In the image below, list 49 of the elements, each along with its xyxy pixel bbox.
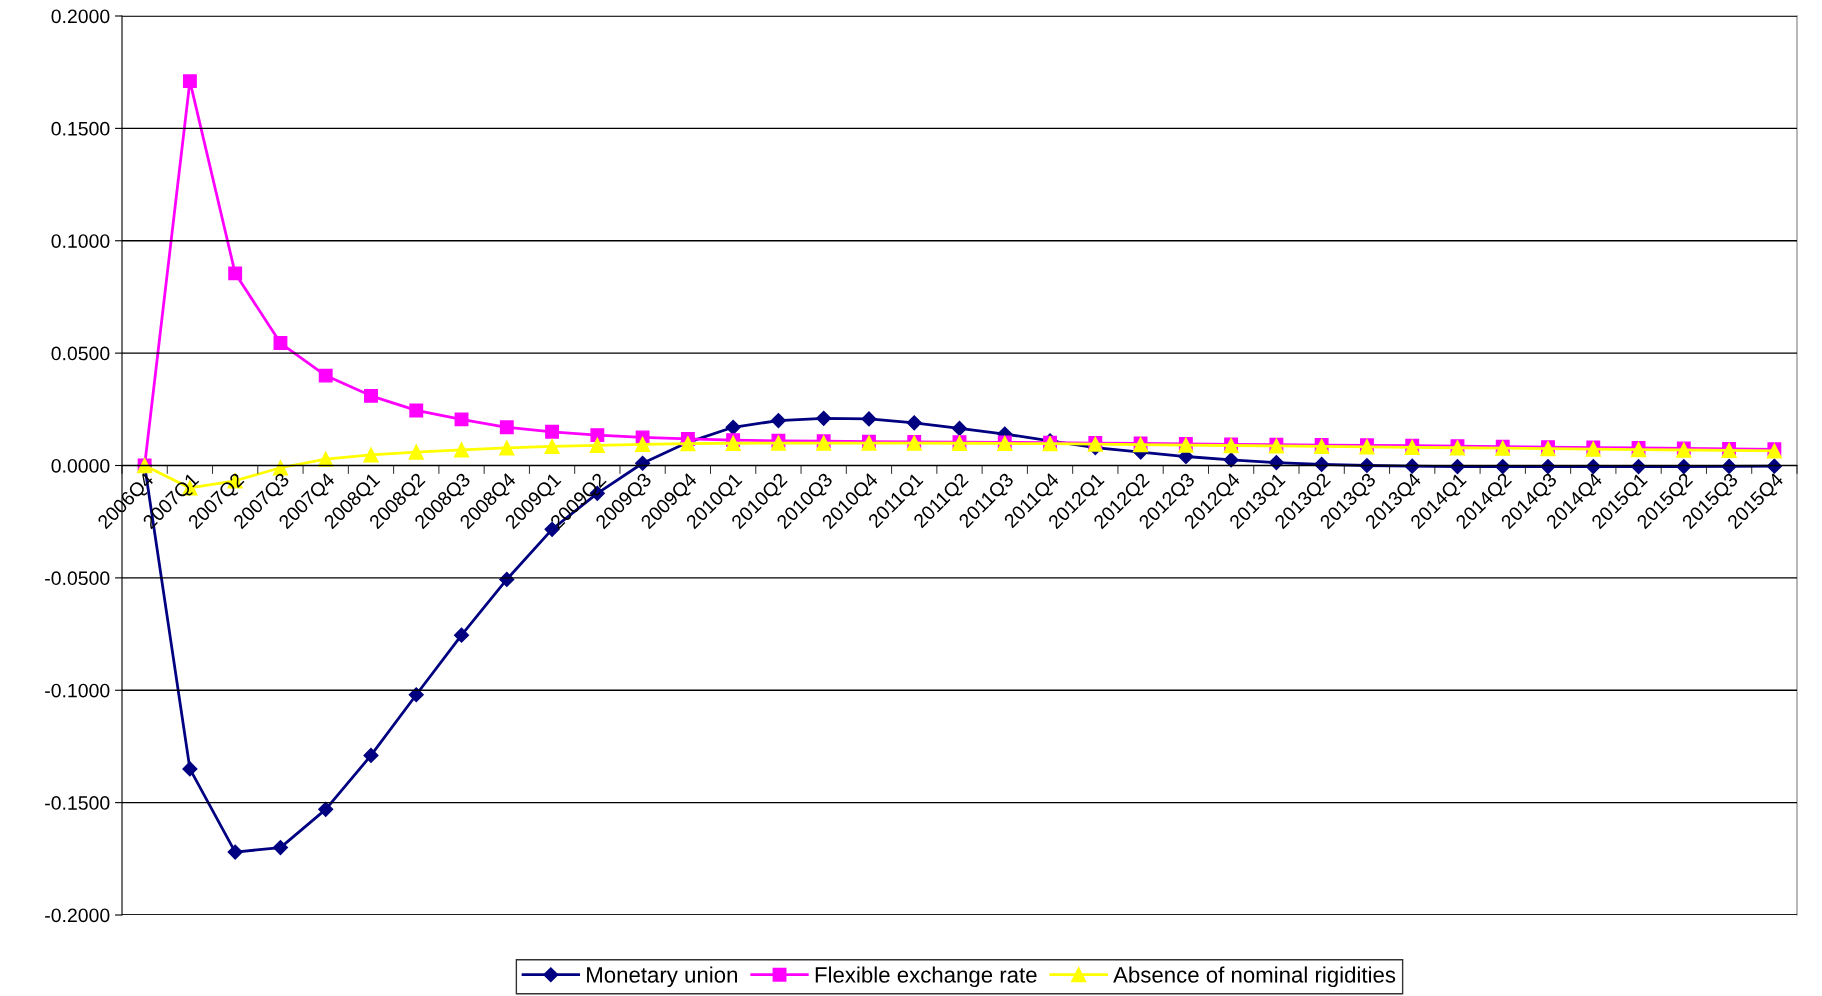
point (635, 455, 651, 471)
point (318, 368, 333, 383)
y-tick-label: 0.2000 (51, 9, 110, 24)
point (816, 410, 832, 426)
point (363, 447, 379, 463)
y-tick-label: 0.0000 (51, 458, 110, 473)
point (861, 411, 877, 427)
point (363, 747, 379, 763)
point (906, 415, 922, 431)
point (545, 424, 560, 439)
point (1223, 452, 1239, 468)
point (318, 801, 334, 817)
point (272, 840, 289, 856)
y-tick-label: 0.0500 (51, 346, 110, 361)
y-tick-label: 0.1000 (51, 234, 110, 248)
point (364, 388, 378, 403)
y-tick-label: -0.0500 (45, 571, 110, 586)
y-tick-label: -0.2000 (45, 908, 110, 923)
point (1721, 458, 1737, 474)
y-tick-label: -0.1000 (45, 683, 110, 698)
point (408, 444, 424, 460)
point (408, 687, 424, 703)
point (182, 761, 198, 777)
point (1359, 457, 1375, 474)
point (318, 451, 334, 467)
point (725, 419, 741, 435)
point (453, 627, 470, 643)
point (1766, 458, 1782, 474)
point (499, 440, 515, 456)
point (453, 442, 470, 458)
point (228, 266, 243, 281)
point (409, 403, 424, 418)
point (634, 436, 651, 453)
point (589, 437, 605, 453)
point (499, 420, 514, 435)
y-tick-label: -0.1500 (45, 796, 110, 810)
point (590, 428, 605, 443)
point (951, 420, 968, 436)
legend-label: Absence of nominal rigidities (1113, 966, 1396, 988)
point (770, 412, 786, 429)
y-tick-label: 0.1500 (51, 121, 110, 136)
legend-label: Monetary union (587, 966, 737, 988)
point (544, 438, 560, 455)
legend-label: Flexible exchange rate (815, 966, 1037, 988)
point (227, 844, 243, 860)
point (1268, 455, 1284, 471)
point (454, 412, 469, 427)
point (273, 336, 288, 350)
point (182, 74, 197, 89)
